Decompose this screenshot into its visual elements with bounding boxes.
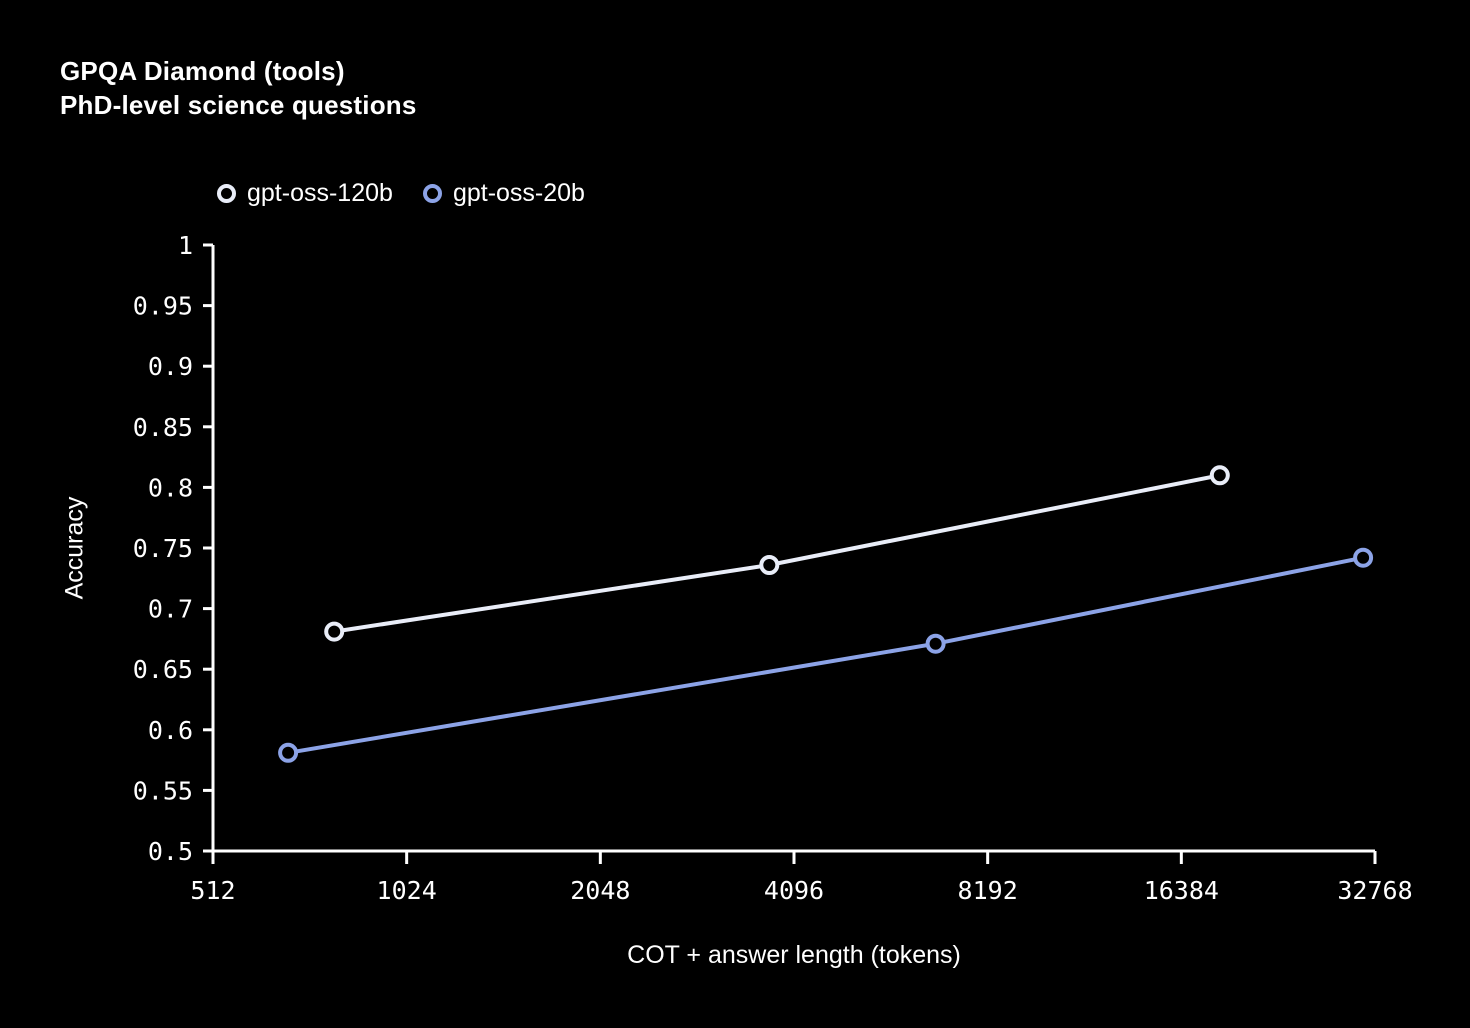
y-tick-label: 0.55 [133,776,193,805]
y-tick-label: 0.8 [148,473,193,502]
x-tick-label: 1024 [377,876,437,905]
y-tick-label: 0.7 [148,595,193,624]
y-axis-title: Accuracy [60,496,89,600]
x-tick-label: 32768 [1337,876,1412,905]
chart-title-line2: PhD-level science questions [60,90,417,120]
data-point-gpt-oss-120b [1209,465,1230,486]
legend-item-gpt-oss-120b: gpt-oss-120b [217,179,393,207]
open-circle-marker-icon [217,183,236,203]
legend-label: gpt-oss-120b [247,179,393,207]
data-point-gpt-oss-20b [1353,547,1374,568]
x-tick-label: 8192 [958,876,1018,905]
data-point-gpt-oss-120b [324,621,345,642]
legend-item-gpt-oss-20b: gpt-oss-20b [422,179,585,207]
y-tick-label: 1 [178,231,193,260]
y-tick-label: 0.75 [133,534,193,563]
y-tick-label: 0.85 [133,413,193,442]
legend: gpt-oss-120b gpt-oss-20b [217,179,585,207]
x-tick-label: 4096 [764,876,824,905]
data-point-gpt-oss-120b [759,555,780,575]
y-tick-label: 0.5 [148,837,193,866]
x-axis-title: COT + answer length (tokens) [627,941,961,969]
data-point-gpt-oss-20b [925,633,946,654]
y-tick-label: 0.65 [133,655,193,684]
y-tick-label: 0.9 [148,352,193,381]
x-tick-label: 512 [190,876,235,905]
x-tick-label: 16384 [1144,876,1219,905]
y-tick-label: 0.6 [148,716,193,745]
x-tick-label: 2048 [570,876,630,905]
legend-label: gpt-oss-20b [452,179,585,207]
y-tick-label: 0.95 [133,292,193,321]
series-line-gpt-oss-20b [286,555,1366,755]
series-line-gpt-oss-120b [332,473,1222,634]
data-point-gpt-oss-20b [278,742,299,763]
chart-title-line1: GPQA Diamond (tools) [60,56,345,86]
open-circle-marker-icon [422,183,442,203]
chart-title: GPQA Diamond (tools) PhD-level science q… [60,54,417,122]
